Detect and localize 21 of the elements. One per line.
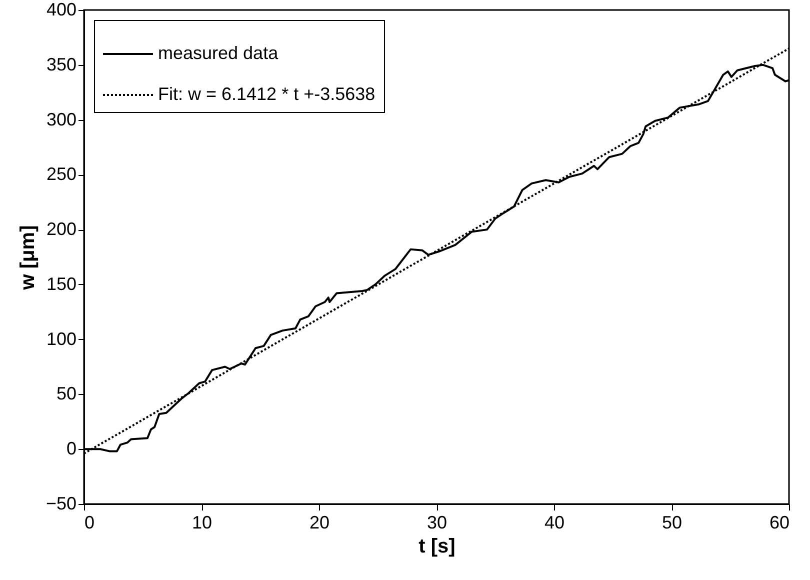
x-tick-label: 0 — [84, 512, 95, 532]
x-tick-label: 60 — [769, 512, 790, 532]
y-axis-title: w [μm] — [16, 225, 39, 291]
y-tick-label: 350 — [46, 54, 76, 74]
x-tick-label: 50 — [662, 512, 682, 532]
y-tick-label: 50 — [56, 384, 76, 404]
y-tick-label: −50 — [46, 494, 76, 514]
legend-label: measured data — [158, 43, 280, 63]
y-tick-label: 250 — [46, 164, 76, 184]
x-tick-label: 40 — [544, 512, 565, 532]
y-tick-label: 400 — [46, 0, 76, 20]
x-tick-label: 10 — [192, 512, 212, 532]
y-tick-label: 150 — [46, 274, 76, 294]
y-tick-label: 300 — [46, 109, 76, 130]
legend-label: Fit: w = 6.1412 * t +-3.5638 — [158, 84, 376, 104]
y-tick-label: 100 — [46, 328, 76, 349]
y-tick-label: 0 — [66, 438, 76, 459]
x-axis-title: t [s] — [418, 536, 456, 558]
y-tick-label: 200 — [46, 219, 76, 240]
x-tick-label: 30 — [426, 512, 448, 532]
x-tick-label: 20 — [309, 512, 330, 532]
